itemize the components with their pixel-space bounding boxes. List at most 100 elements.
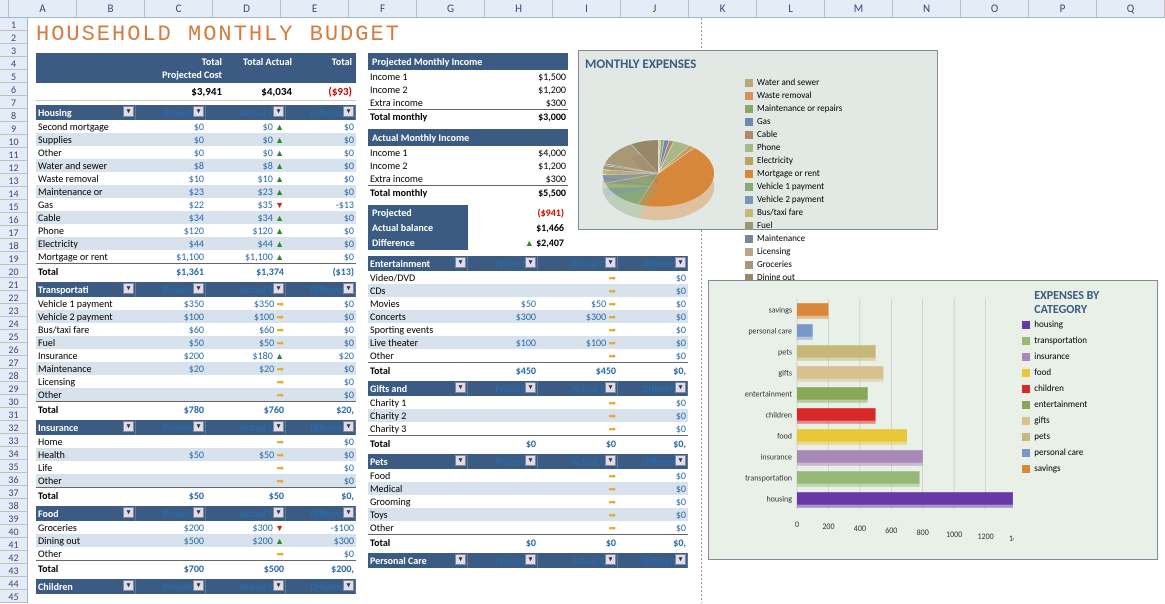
filter-button[interactable]: ▾ [193,283,204,294]
col-header[interactable]: Q [1097,0,1165,17]
filter-button[interactable]: ▾ [193,507,204,518]
row-header[interactable]: 34 [0,447,27,460]
row-header[interactable]: 19 [0,252,27,265]
table-row[interactable]: Second mortgage$0$0 ▲$0 [36,120,356,133]
col-header[interactable]: L [757,0,825,17]
row-header[interactable]: 12 [0,161,27,174]
row-header[interactable]: 30 [0,395,27,408]
table-row[interactable]: Licensing ➡$0 [36,375,356,388]
table-row[interactable]: Health$50$50 ➡$0 [36,448,356,461]
row-header[interactable]: 42 [0,551,27,564]
row-header[interactable]: 2 [0,31,27,44]
row-header[interactable]: 35 [0,460,27,473]
col-header[interactable]: D [213,0,281,17]
filter-button[interactable]: ▾ [455,455,466,466]
filter-button[interactable]: ▾ [605,455,616,466]
table-row[interactable]: Life ➡$0 [36,461,356,474]
row-header[interactable]: 33 [0,434,27,447]
table-row[interactable]: Insurance$200$180 ▲$20 [36,349,356,362]
table-row[interactable]: Food ➡$0 [368,469,688,482]
row-header[interactable]: 16 [0,213,27,226]
table-row[interactable]: Movies$50$50 ➡$0 [368,297,688,310]
filter-button[interactable]: ▾ [525,382,536,393]
table-row[interactable]: Vehicle 2 payment$100$100 ➡$0 [36,310,356,323]
filter-button[interactable]: ▾ [343,421,354,432]
table-row[interactable]: Grooming ➡$0 [368,495,688,508]
table-row[interactable]: Other$0$0 ▲$0 [36,146,356,159]
row-header[interactable]: 5 [0,70,27,83]
col-header[interactable]: N [893,0,961,17]
col-header[interactable]: J [621,0,689,17]
filter-button[interactable]: ▾ [343,580,354,591]
row-header[interactable]: 14 [0,187,27,200]
table-row[interactable]: Charity 1 ➡$0 [368,396,688,409]
row-header[interactable]: 8 [0,109,27,122]
table-row[interactable]: Home ➡$0 [36,435,356,448]
filter-button[interactable]: ▾ [123,507,134,518]
row-header[interactable]: 23 [0,304,27,317]
col-header[interactable]: P [1029,0,1097,17]
row-header[interactable]: 44 [0,577,27,590]
row-header[interactable]: 17 [0,226,27,239]
filter-button[interactable]: ▾ [343,106,354,117]
row-header[interactable]: 24 [0,317,27,330]
table-row[interactable]: Live theater$100$100 ➡$0 [368,336,688,349]
row-header[interactable]: 9 [0,122,27,135]
table-row[interactable]: Mortgage or rent$1,100$1,100 ▲$0 [36,250,356,263]
col-header[interactable]: H [485,0,553,17]
filter-button[interactable]: ▾ [123,106,134,117]
filter-button[interactable]: ▾ [193,580,204,591]
filter-button[interactable]: ▾ [193,106,204,117]
table-row[interactable]: Bus/taxi fare$60$60 ➡$0 [36,323,356,336]
row-header[interactable]: 27 [0,356,27,369]
table-row[interactable]: Waste removal$10$10 ▲$0 [36,172,356,185]
table-row[interactable]: Groceries$200$300 ▼-$100 [36,521,356,534]
row-header[interactable]: 25 [0,330,27,343]
filter-button[interactable]: ▾ [193,421,204,432]
row-header[interactable]: 40 [0,525,27,538]
table-row[interactable]: Medical ➡$0 [368,482,688,495]
row-header[interactable]: 41 [0,538,27,551]
table-row[interactable]: Gas$22$35 ▼-$13 [36,198,356,211]
col-header[interactable]: B [77,0,145,17]
col-header[interactable]: O [961,0,1029,17]
row-header[interactable]: 38 [0,499,27,512]
row-header[interactable]: 21 [0,278,27,291]
row-header[interactable]: 45 [0,590,27,603]
col-header[interactable]: I [553,0,621,17]
filter-button[interactable]: ▾ [605,382,616,393]
col-header[interactable]: A [9,0,77,17]
table-row[interactable]: Other ➡$0 [36,474,356,487]
table-row[interactable]: Water and sewer$8$8 ▲$0 [36,159,356,172]
row-header[interactable]: 3 [0,44,27,57]
table-row[interactable]: Maintenance$20$20 ➡$0 [36,362,356,375]
filter-button[interactable]: ▾ [455,257,466,268]
row-header[interactable]: 26 [0,343,27,356]
filter-button[interactable]: ▾ [273,580,284,591]
row-header[interactable]: 39 [0,512,27,525]
filter-button[interactable]: ▾ [525,257,536,268]
table-row[interactable]: Other ➡$0 [36,388,356,401]
filter-button[interactable]: ▾ [675,455,686,466]
col-header[interactable]: M [825,0,893,17]
filter-button[interactable]: ▾ [273,283,284,294]
filter-button[interactable]: ▾ [273,421,284,432]
table-row[interactable]: Supplies$0$0 ▲$0 [36,133,356,146]
row-header[interactable]: 10 [0,135,27,148]
filter-button[interactable]: ▾ [123,580,134,591]
table-row[interactable]: Other ➡$0 [368,349,688,362]
table-row[interactable]: Phone$120$120 ▲$0 [36,224,356,237]
row-header[interactable]: 7 [0,96,27,109]
row-header[interactable]: 37 [0,486,27,499]
row-header[interactable]: 20 [0,265,27,278]
table-row[interactable]: Electricity$44$44 ▲$0 [36,237,356,250]
row-header[interactable]: 13 [0,174,27,187]
row-header[interactable]: 18 [0,239,27,252]
filter-button[interactable]: ▾ [455,382,466,393]
table-row[interactable]: Maintenance or$23$23 ▲$0 [36,185,356,198]
table-row[interactable]: Dining out$500$200 ▲$300 [36,534,356,547]
filter-button[interactable]: ▾ [455,554,466,565]
table-row[interactable]: Charity 2 ➡$0 [368,409,688,422]
table-row[interactable]: Fuel$50$50 ➡$0 [36,336,356,349]
col-header[interactable]: C [145,0,213,17]
